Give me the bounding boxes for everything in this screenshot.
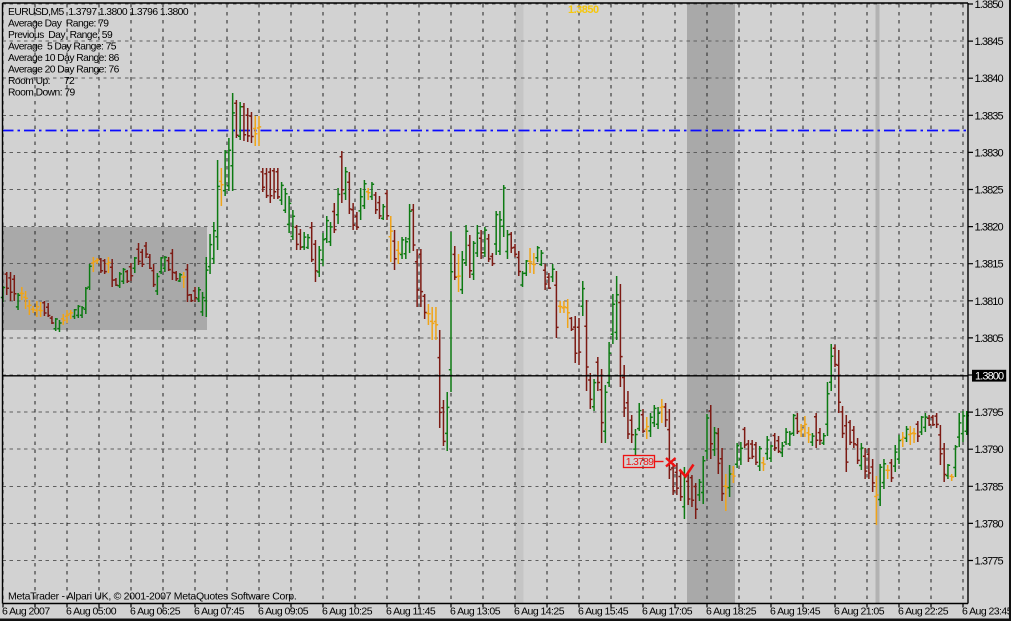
svg-text:1.3835: 1.3835 <box>975 110 1004 122</box>
svg-text:1.3850: 1.3850 <box>975 0 1004 11</box>
svg-text:Average 10 Day Range: 86: Average 10 Day Range: 86 <box>8 53 120 64</box>
svg-text:1.3790: 1.3790 <box>975 444 1004 456</box>
svg-text:6 Aug 19:45: 6 Aug 19:45 <box>770 606 821 618</box>
svg-text:6 Aug 22:25: 6 Aug 22:25 <box>898 606 949 618</box>
svg-text:6 Aug 15:45: 6 Aug 15:45 <box>578 606 629 618</box>
svg-text:Average 20 Day Range: 76: Average 20 Day Range: 76 <box>8 65 120 76</box>
svg-text:MetaTrader - Alpari UK, © 2001: MetaTrader - Alpari UK, © 2001-2007 Meta… <box>8 591 296 603</box>
svg-text:6 Aug 18:25: 6 Aug 18:25 <box>706 606 757 618</box>
svg-text:Previous Day Range: 59: Previous Day Range: 59 <box>8 30 113 41</box>
svg-text:1.3820: 1.3820 <box>975 222 1004 234</box>
svg-text:1.3795: 1.3795 <box>975 407 1004 419</box>
svg-text:6 Aug 13:05: 6 Aug 13:05 <box>450 606 501 618</box>
svg-text:1.3830: 1.3830 <box>975 147 1004 159</box>
svg-text:6 Aug 21:05: 6 Aug 21:05 <box>834 606 885 618</box>
svg-text:6 Aug 11:45: 6 Aug 11:45 <box>386 606 436 618</box>
svg-text:1.3810: 1.3810 <box>975 296 1004 308</box>
svg-text:6 Aug 06:25: 6 Aug 06:25 <box>130 606 181 618</box>
svg-text:6 Aug 14:25: 6 Aug 14:25 <box>514 606 565 618</box>
svg-text:1.3800: 1.3800 <box>975 370 1004 382</box>
svg-text:6 Aug 2007: 6 Aug 2007 <box>2 606 50 618</box>
svg-text:6 Aug 07:45: 6 Aug 07:45 <box>194 606 245 618</box>
svg-text:1.3789: 1.3789 <box>626 456 654 468</box>
svg-text:6 Aug 23:45: 6 Aug 23:45 <box>962 606 1011 618</box>
svg-text:1.3840: 1.3840 <box>975 73 1004 85</box>
svg-text:1.3805: 1.3805 <box>975 333 1004 345</box>
svg-text:1.3850: 1.3850 <box>568 4 599 16</box>
svg-text:Average 5 Day Range: 75: Average 5 Day Range: 75 <box>8 42 117 53</box>
svg-text:6 Aug 17:05: 6 Aug 17:05 <box>642 606 693 618</box>
svg-text:Room Up: 72: Room Up: 72 <box>8 76 75 87</box>
svg-text:1.3825: 1.3825 <box>975 185 1004 197</box>
svg-text:1.3775: 1.3775 <box>975 556 1004 568</box>
svg-text:1.3815: 1.3815 <box>975 259 1004 271</box>
svg-text:EURUSD,M5 1.3797 1.3800 1.379: EURUSD,M5 1.3797 1.3800 1.3796 1.3800 <box>8 7 189 18</box>
svg-text:1.3785: 1.3785 <box>975 481 1004 493</box>
svg-text:Room Down: 79: Room Down: 79 <box>8 88 76 99</box>
svg-text:Average Day Range: 79: Average Day Range: 79 <box>8 19 109 30</box>
svg-text:1.3845: 1.3845 <box>975 36 1004 48</box>
svg-text:1.3780: 1.3780 <box>975 518 1004 530</box>
svg-text:6 Aug 10:25: 6 Aug 10:25 <box>322 606 373 618</box>
svg-text:6 Aug 09:05: 6 Aug 09:05 <box>258 606 309 618</box>
svg-text:6 Aug 05:00: 6 Aug 05:00 <box>66 606 117 618</box>
